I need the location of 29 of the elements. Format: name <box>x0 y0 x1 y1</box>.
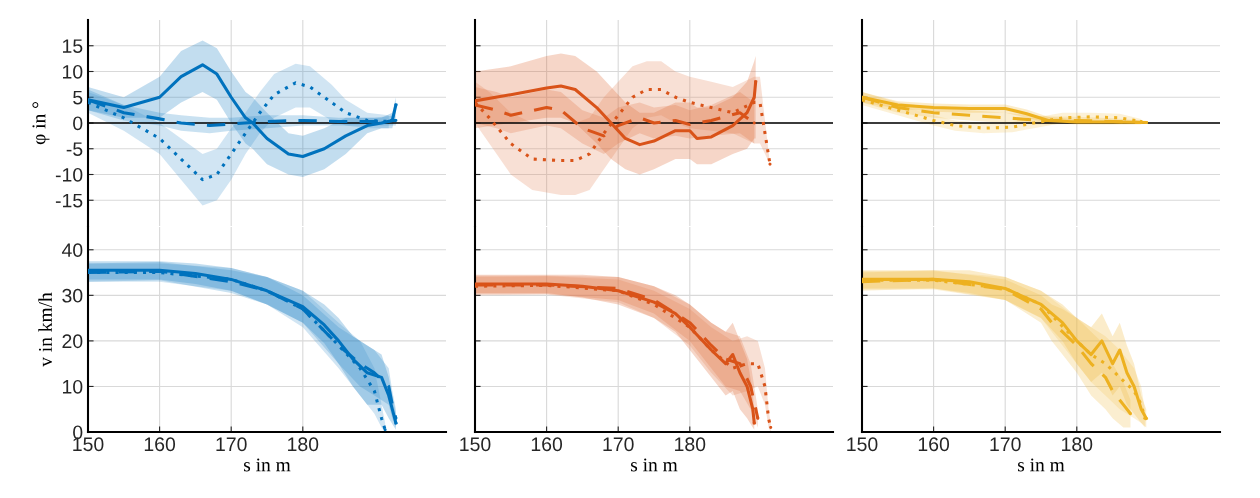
x-tick-label: 150 <box>460 437 491 452</box>
y-tick-label: 10 <box>63 64 83 79</box>
x-tick-label: 180 <box>675 437 706 452</box>
y-tick-label: -5 <box>66 142 83 156</box>
x-axis-title: s in m <box>1018 458 1065 472</box>
x-tick-label: 170 <box>216 437 247 452</box>
y-tick-label: 0 <box>73 116 83 131</box>
y-tick-label: 40 <box>61 243 83 258</box>
x-tick-label: 160 <box>144 437 176 452</box>
x-tick-label: 160 <box>918 437 950 452</box>
x-tick-label: 170 <box>990 437 1021 452</box>
y-tick-label: 10 <box>63 379 83 394</box>
y-tick-label: 15 <box>63 39 83 53</box>
y-tick-label: -10 <box>55 167 83 182</box>
x-tick-label: 150 <box>73 437 104 452</box>
y-axis-title: v in km/h <box>38 292 53 367</box>
x-tick-label: 170 <box>603 437 634 452</box>
y-tick-label: 20 <box>62 334 83 349</box>
x-tick-label: 160 <box>531 437 563 452</box>
x-axis-title: s in m <box>244 458 291 472</box>
x-tick-label: 180 <box>288 437 319 452</box>
y-axis-title: φ in ° <box>32 102 50 145</box>
x-tick-label: 180 <box>1062 437 1093 452</box>
y-tick-label: 0 <box>73 425 83 440</box>
x-axis-title: s in m <box>631 458 678 472</box>
y-tick-label: 30 <box>62 288 83 303</box>
y-tick-label: -15 <box>55 193 83 208</box>
y-tick-label: 5 <box>73 90 83 105</box>
x-tick-label: 150 <box>847 437 878 452</box>
